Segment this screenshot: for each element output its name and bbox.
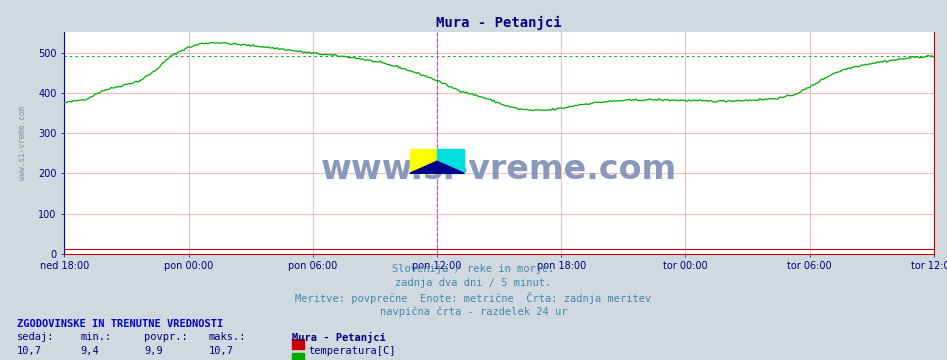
Title: Mura - Petanjci: Mura - Petanjci [437,16,562,30]
Text: navpična črta - razdelek 24 ur: navpična črta - razdelek 24 ur [380,307,567,317]
Text: 9,4: 9,4 [80,346,99,356]
Text: Meritve: povprečne  Enote: metrične  Črta: zadnja meritev: Meritve: povprečne Enote: metrične Črta:… [295,292,652,304]
Text: 10,7: 10,7 [208,346,233,356]
Text: maks.:: maks.: [208,332,246,342]
Text: zadnja dva dni / 5 minut.: zadnja dva dni / 5 minut. [396,278,551,288]
Text: www.si-vreme.com: www.si-vreme.com [18,106,27,180]
Text: povpr.:: povpr.: [144,332,188,342]
Text: Slovenija / reke in morje.: Slovenija / reke in morje. [392,264,555,274]
Bar [410,149,437,173]
Text: ZGODOVINSKE IN TRENUTNE VREDNOSTI: ZGODOVINSKE IN TRENUTNE VREDNOSTI [17,319,223,329]
Text: 9,9: 9,9 [144,346,163,356]
Text: Mura - Petanjci: Mura - Petanjci [292,332,385,343]
Text: temperatura[C]: temperatura[C] [309,346,396,356]
Text: sedaj:: sedaj: [17,332,55,342]
Text: min.:: min.: [80,332,112,342]
Text: www.si-vreme.com: www.si-vreme.com [321,153,677,186]
Text: 10,7: 10,7 [17,346,42,356]
Polygon shape [410,161,464,173]
Bar [437,149,464,173]
